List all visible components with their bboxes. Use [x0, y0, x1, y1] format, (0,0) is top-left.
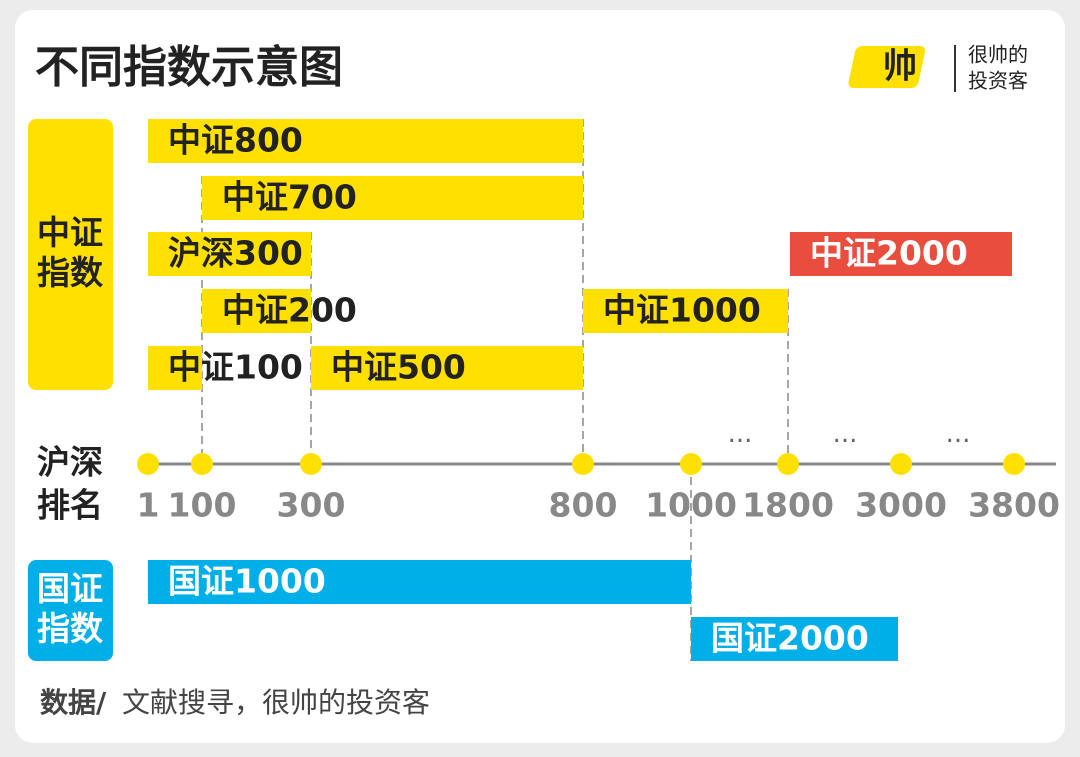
axis-tick-label: 300: [277, 486, 346, 525]
axis-dot: [137, 453, 159, 475]
index-label: 中证700: [222, 178, 357, 217]
index-bar: [790, 232, 1012, 276]
source-label: 数据/: [40, 686, 107, 719]
axis-tick-label: 1800: [742, 486, 834, 525]
group-label: 指数: [37, 253, 104, 292]
axis-dot: [890, 453, 912, 475]
index-bar: [202, 176, 583, 220]
source-text: 文献搜寻，很帅的投资客: [122, 686, 430, 719]
index-bar: [691, 617, 898, 661]
axis-dot: [300, 453, 322, 475]
title: 不同指数示意图: [35, 42, 343, 93]
logo-text: 投资客: [968, 69, 1028, 93]
ellipsis: ···: [833, 427, 858, 457]
axis-tick-label: 3800: [968, 486, 1060, 525]
index-bar: [311, 346, 583, 390]
group-box: [28, 560, 113, 661]
logo-bg: [848, 46, 926, 88]
group-label: 指数: [37, 609, 104, 648]
logo-text: 很帅的: [968, 43, 1028, 67]
group-label: 国证: [37, 569, 103, 608]
axis-tick-label: 3000: [855, 486, 947, 525]
index-bar: [148, 346, 202, 390]
index-bar: [202, 289, 311, 333]
index-label: 沪深300: [168, 234, 303, 273]
index-bar: [583, 289, 788, 333]
axis-tick-label: 1000: [645, 486, 737, 525]
axis-dot: [777, 453, 799, 475]
index-label: 国证1000: [168, 562, 326, 601]
group-label: 中证: [37, 213, 103, 252]
axis-label: 沪深: [37, 443, 103, 482]
axis-tick-label: 800: [549, 486, 618, 525]
group-box: [28, 119, 113, 390]
index-bar: [148, 232, 311, 276]
index-bar: [148, 119, 583, 163]
index-label: 中证1000: [603, 291, 761, 330]
index-label: 中证800: [168, 121, 303, 160]
axis-dot: [191, 453, 213, 475]
axis-dot: [1003, 453, 1025, 475]
axis-label: 排名: [37, 486, 103, 525]
axis-dot: [572, 453, 594, 475]
index-bar: [148, 560, 691, 604]
ellipsis: ···: [946, 427, 971, 457]
axis-dot: [680, 453, 702, 475]
ellipsis: ···: [728, 427, 753, 457]
index-label: 国证2000: [711, 619, 869, 658]
axis-tick-label: 1: [137, 486, 160, 525]
index-label: 中证500: [331, 348, 466, 387]
index-label: 中证200: [222, 291, 357, 330]
index-label: 中证100: [168, 348, 303, 387]
index-label: 中证2000: [810, 234, 968, 273]
axis-tick-label: 100: [168, 486, 237, 525]
logo-mark: 帅: [883, 47, 917, 87]
